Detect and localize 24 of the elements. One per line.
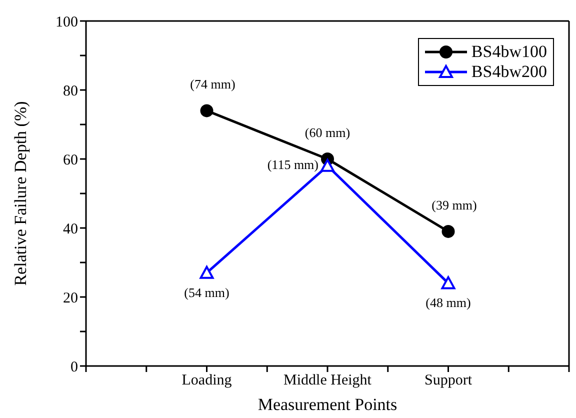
point <box>441 276 456 290</box>
y-tick-label: 100 <box>56 14 78 30</box>
y-tick-label: 40 <box>63 221 78 238</box>
y-tick-label: 0 <box>70 359 78 376</box>
point <box>200 104 214 118</box>
point <box>200 266 214 279</box>
point <box>442 224 455 238</box>
annotation: (115 mm) <box>267 156 318 172</box>
y-axis-title: Relative Failure Depth (%) <box>11 101 30 286</box>
y-tick-label: 80 <box>63 83 78 100</box>
x-axis-title: Measurement Points <box>258 395 398 414</box>
annotation: (60 mm) <box>304 125 350 140</box>
point <box>320 158 334 172</box>
annotation: (54 mm) <box>184 284 230 300</box>
y-tick-label: 60 <box>63 152 78 168</box>
annotation: (39 mm) <box>432 197 477 212</box>
x-tick-label: Loading <box>182 372 232 389</box>
x-tick-label: Middle Height <box>284 372 372 389</box>
legend-label: BS4bw100 <box>471 42 547 62</box>
annotation: (74 mm) <box>190 76 236 92</box>
x-tick-label: Support <box>424 372 473 389</box>
legend-label: BS4bw200 <box>471 62 547 82</box>
annotation: (48 mm) <box>426 295 471 310</box>
y-tick-label: 20 <box>63 290 78 306</box>
